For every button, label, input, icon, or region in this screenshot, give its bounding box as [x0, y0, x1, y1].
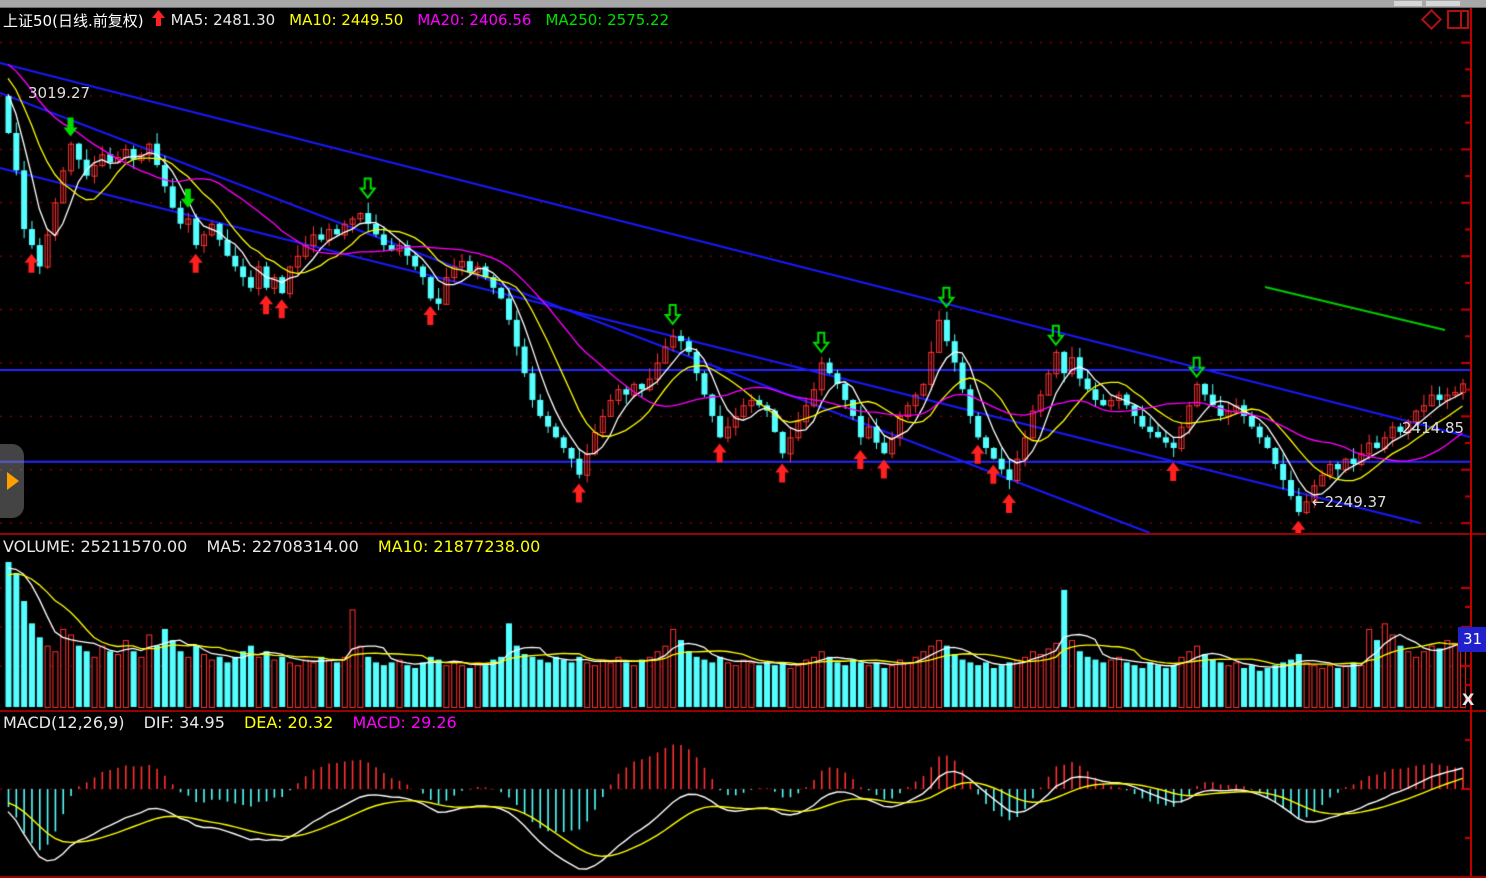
volume-ma5-value: MA5: 22708314.00: [206, 537, 359, 556]
symbol-title: 上证50(日线.前复权): [3, 11, 144, 30]
high-price-label: 3019.27: [28, 84, 91, 102]
chart-header-bar: 上证50(日线.前复权) MA5: 2481.30 MA10: 2449.50 …: [0, 8, 1486, 32]
ma10-value: MA10: 2449.50: [289, 11, 404, 29]
buy-signal-icon: [151, 10, 165, 30]
macd-chart[interactable]: [0, 712, 1470, 875]
sidebar-collapse-tab[interactable]: [0, 444, 24, 518]
toolbar-button[interactable]: [1426, 1, 1460, 6]
ma5-value: MA5: 2481.30: [170, 11, 276, 29]
pane-separator: [0, 533, 1486, 535]
macd-value: MACD: 29.26: [352, 713, 457, 732]
expand-arrow-icon: [7, 472, 19, 490]
toolbar-button[interactable]: [1394, 1, 1422, 6]
dea-value: DEA: 20.32: [243, 713, 334, 732]
macd-indicator-name: MACD(12,26,9): [3, 713, 125, 732]
volume-ma10-value: MA10: 21877238.00: [377, 537, 541, 556]
last-price-label: 2414.85: [1402, 419, 1465, 437]
pane-separator: [0, 710, 1486, 712]
ma250-value: MA250: 2575.22: [545, 11, 670, 29]
split-window-icon[interactable]: [1447, 10, 1469, 29]
main-price-chart[interactable]: [0, 30, 1470, 533]
x-marker-label: X: [1462, 690, 1475, 709]
macd-pane-header: MACD(12,26,9) DIF: 34.95 DEA: 20.32 MACD…: [3, 713, 457, 732]
dif-value: DIF: 34.95: [143, 713, 225, 732]
volume-value: VOLUME: 25211570.00: [3, 537, 188, 556]
ma20-value: MA20: 2406.56: [417, 11, 532, 29]
low-price-label: ←2249.37: [1312, 493, 1387, 511]
right-edge-badge[interactable]: 31: [1458, 627, 1486, 652]
window-top-strip: [0, 0, 1486, 8]
volume-chart[interactable]: [0, 535, 1470, 709]
right-price-axis: [1470, 8, 1472, 876]
volume-pane-header: VOLUME: 25211570.00 MA5: 22708314.00 MA1…: [3, 537, 554, 556]
bottom-border: [0, 876, 1486, 878]
